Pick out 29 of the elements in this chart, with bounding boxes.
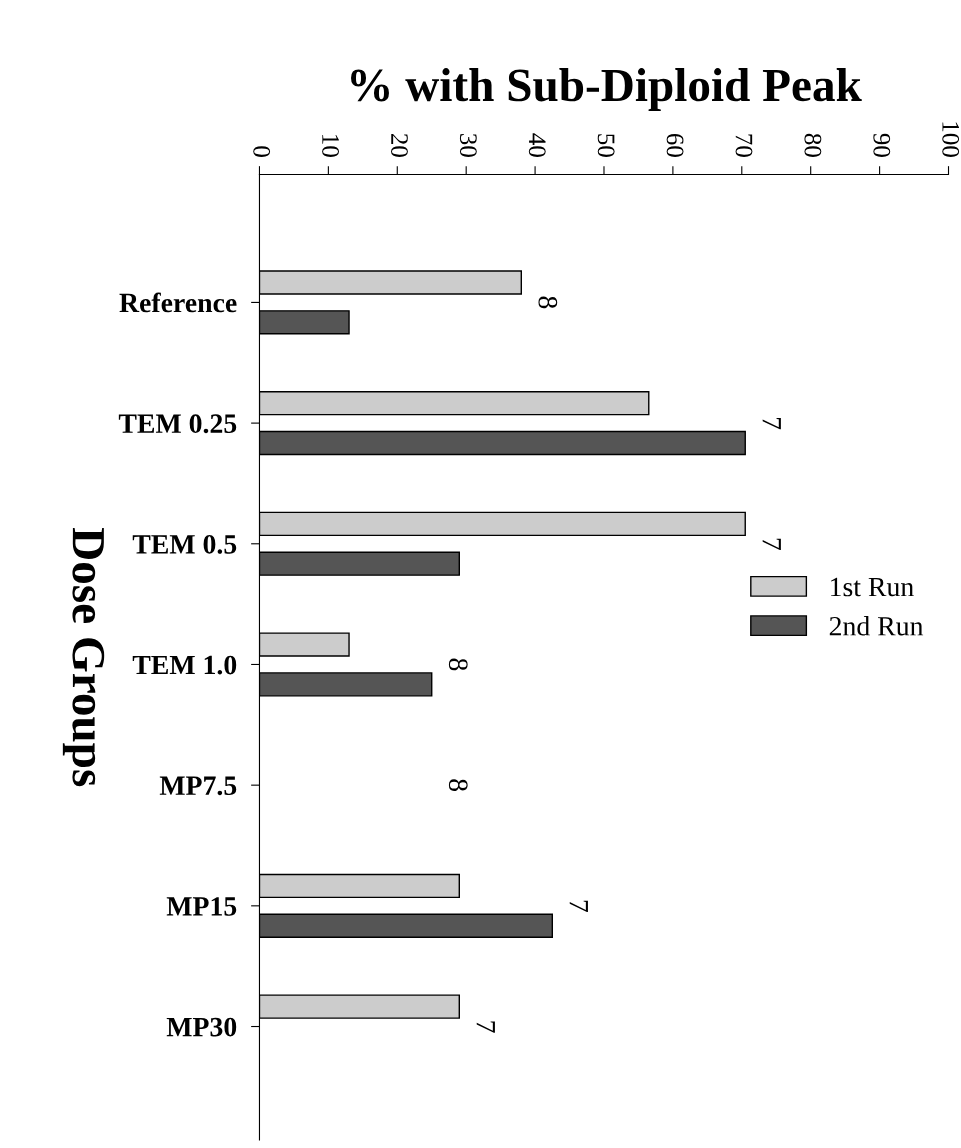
- y-tick-label: MP7.5: [159, 776, 237, 796]
- x-tick-label: 10: [322, 135, 339, 157]
- x-tick-label: 30: [459, 134, 477, 157]
- x-tick-label: 40: [528, 133, 546, 157]
- x-tick-label: 60: [666, 133, 684, 157]
- y-tick-label: MP15: [166, 897, 237, 916]
- annotation: 8: [538, 296, 558, 309]
- x-tick-label: 90: [873, 133, 891, 157]
- x-tick-label: 80: [804, 133, 822, 157]
- x-tick-label: 70: [735, 134, 753, 157]
- x-tick-label: 0: [253, 146, 271, 157]
- x-tick-label: 20: [391, 133, 408, 157]
- y-tick-label: MP30: [166, 1017, 237, 1037]
- annotation: 8: [448, 779, 468, 792]
- x-axis-title: % with Sub-Diploid Peak: [351, 68, 862, 111]
- y-axis-title: Dose Groups: [62, 527, 105, 787]
- legend-label: 2nd Run: [829, 616, 924, 636]
- y-tick-label: Reference: [119, 292, 237, 313]
- x-tick-label: 100: [942, 122, 960, 157]
- annotation: 8: [448, 658, 468, 671]
- y-tick-label: TEM 0.5: [132, 534, 237, 554]
- y-tick-label: TEM 0.25: [118, 414, 237, 434]
- y-tick-label: TEM 1.0: [132, 655, 237, 675]
- annotation: 7: [762, 538, 781, 550]
- x-tick-label: 50: [597, 134, 615, 157]
- legend-label: 1st Run: [831, 577, 914, 597]
- annotation: 7: [762, 417, 781, 430]
- annotation: 7: [569, 900, 588, 912]
- annotation: 7: [476, 1021, 495, 1033]
